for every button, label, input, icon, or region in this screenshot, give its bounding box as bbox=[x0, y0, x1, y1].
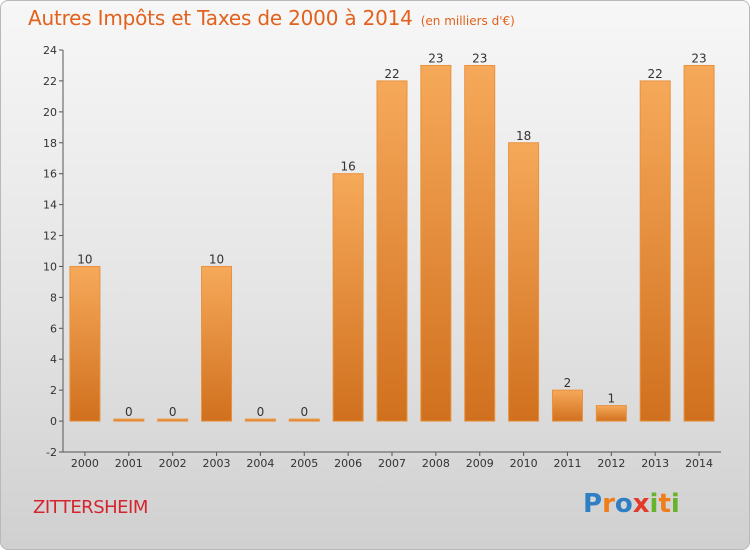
x-tick-label: 2001 bbox=[115, 457, 143, 470]
x-tick-label: 2005 bbox=[290, 457, 318, 470]
bar-2009 bbox=[464, 64, 496, 422]
proxiti-logo[interactable]: Proxiti bbox=[583, 489, 680, 519]
data-label-2009: 23 bbox=[472, 51, 487, 65]
y-tick-label: 14 bbox=[43, 199, 57, 212]
x-tick-label: 2007 bbox=[378, 457, 406, 470]
bar-2010 bbox=[508, 142, 540, 422]
logo-letter: i bbox=[670, 489, 680, 519]
y-tick-label: 0 bbox=[50, 415, 57, 428]
data-label-2007: 22 bbox=[384, 67, 399, 81]
y-tick-label: 24 bbox=[43, 44, 57, 57]
data-label-2003: 10 bbox=[209, 252, 224, 266]
bar-layer bbox=[69, 64, 715, 422]
x-tick-label: 2009 bbox=[466, 457, 494, 470]
x-tick-label: 2010 bbox=[510, 457, 538, 470]
bar-2005 bbox=[288, 418, 320, 422]
y-tick-label: 6 bbox=[50, 322, 57, 335]
logo-letter: i bbox=[649, 489, 659, 519]
y-tick-label: 4 bbox=[50, 353, 57, 366]
y-tick-label: 12 bbox=[43, 230, 57, 243]
bar-2000 bbox=[69, 265, 101, 422]
bar-2002 bbox=[157, 418, 189, 422]
logo-letter: P bbox=[583, 489, 603, 519]
bar-2003 bbox=[201, 265, 233, 422]
x-tick-label: 2008 bbox=[422, 457, 450, 470]
y-tick-label: 2 bbox=[50, 384, 57, 397]
bar-2011 bbox=[551, 389, 583, 422]
bar-2001 bbox=[113, 418, 145, 422]
y-tick-label: 10 bbox=[43, 260, 57, 273]
title-row: Autres Impôts et Taxes de 2000 à 2014 (en… bbox=[28, 6, 515, 30]
y-tick-label: 16 bbox=[43, 168, 57, 181]
bar-2006 bbox=[332, 173, 364, 422]
y-tick-label: 22 bbox=[43, 75, 57, 88]
x-tick-label: 2013 bbox=[641, 457, 669, 470]
x-tick-label: 2011 bbox=[553, 457, 581, 470]
bar-2008 bbox=[420, 64, 452, 422]
x-tick-label: 2012 bbox=[597, 457, 625, 470]
data-label-2012: 1 bbox=[608, 392, 616, 406]
y-tick-label: 18 bbox=[43, 137, 57, 150]
x-tick-label: 2003 bbox=[203, 457, 231, 470]
x-tick-label: 2002 bbox=[159, 457, 187, 470]
x-tick-label: 2006 bbox=[334, 457, 362, 470]
logo-letter: r bbox=[602, 489, 615, 519]
data-label-2000: 10 bbox=[77, 252, 92, 266]
y-tick-label: 20 bbox=[43, 106, 57, 119]
x-tick-label: 2014 bbox=[685, 457, 713, 470]
data-label-2005: 0 bbox=[300, 405, 308, 419]
data-label-2006: 16 bbox=[340, 160, 355, 174]
commune-name: ZITTERSHEIM bbox=[33, 497, 148, 518]
bar-2014 bbox=[683, 64, 715, 422]
bar-2004 bbox=[244, 418, 276, 422]
y-tick-label: -2 bbox=[46, 446, 57, 459]
data-label-2008: 23 bbox=[428, 51, 443, 65]
bar-2013 bbox=[639, 80, 671, 422]
bar-2012 bbox=[595, 405, 627, 422]
y-tick-label: 8 bbox=[50, 291, 57, 304]
chart-title: Autres Impôts et Taxes de 2000 à 2014 bbox=[28, 6, 413, 30]
data-label-2013: 22 bbox=[648, 67, 663, 81]
data-label-2001: 0 bbox=[125, 405, 133, 419]
logo-letter: x bbox=[632, 489, 650, 519]
data-label-2011: 2 bbox=[564, 376, 572, 390]
data-label-2014: 23 bbox=[691, 51, 706, 65]
bar-2007 bbox=[376, 80, 408, 422]
data-label-2004: 0 bbox=[257, 405, 265, 419]
x-tick-label: 2004 bbox=[246, 457, 274, 470]
logo-letter: t bbox=[658, 489, 671, 519]
data-label-2002: 0 bbox=[169, 405, 177, 419]
logo-letter: o bbox=[614, 489, 633, 519]
chart-subtitle: (en milliers d'€) bbox=[420, 14, 515, 28]
data-label-2010: 18 bbox=[516, 129, 531, 143]
x-tick-label: 2000 bbox=[71, 457, 99, 470]
